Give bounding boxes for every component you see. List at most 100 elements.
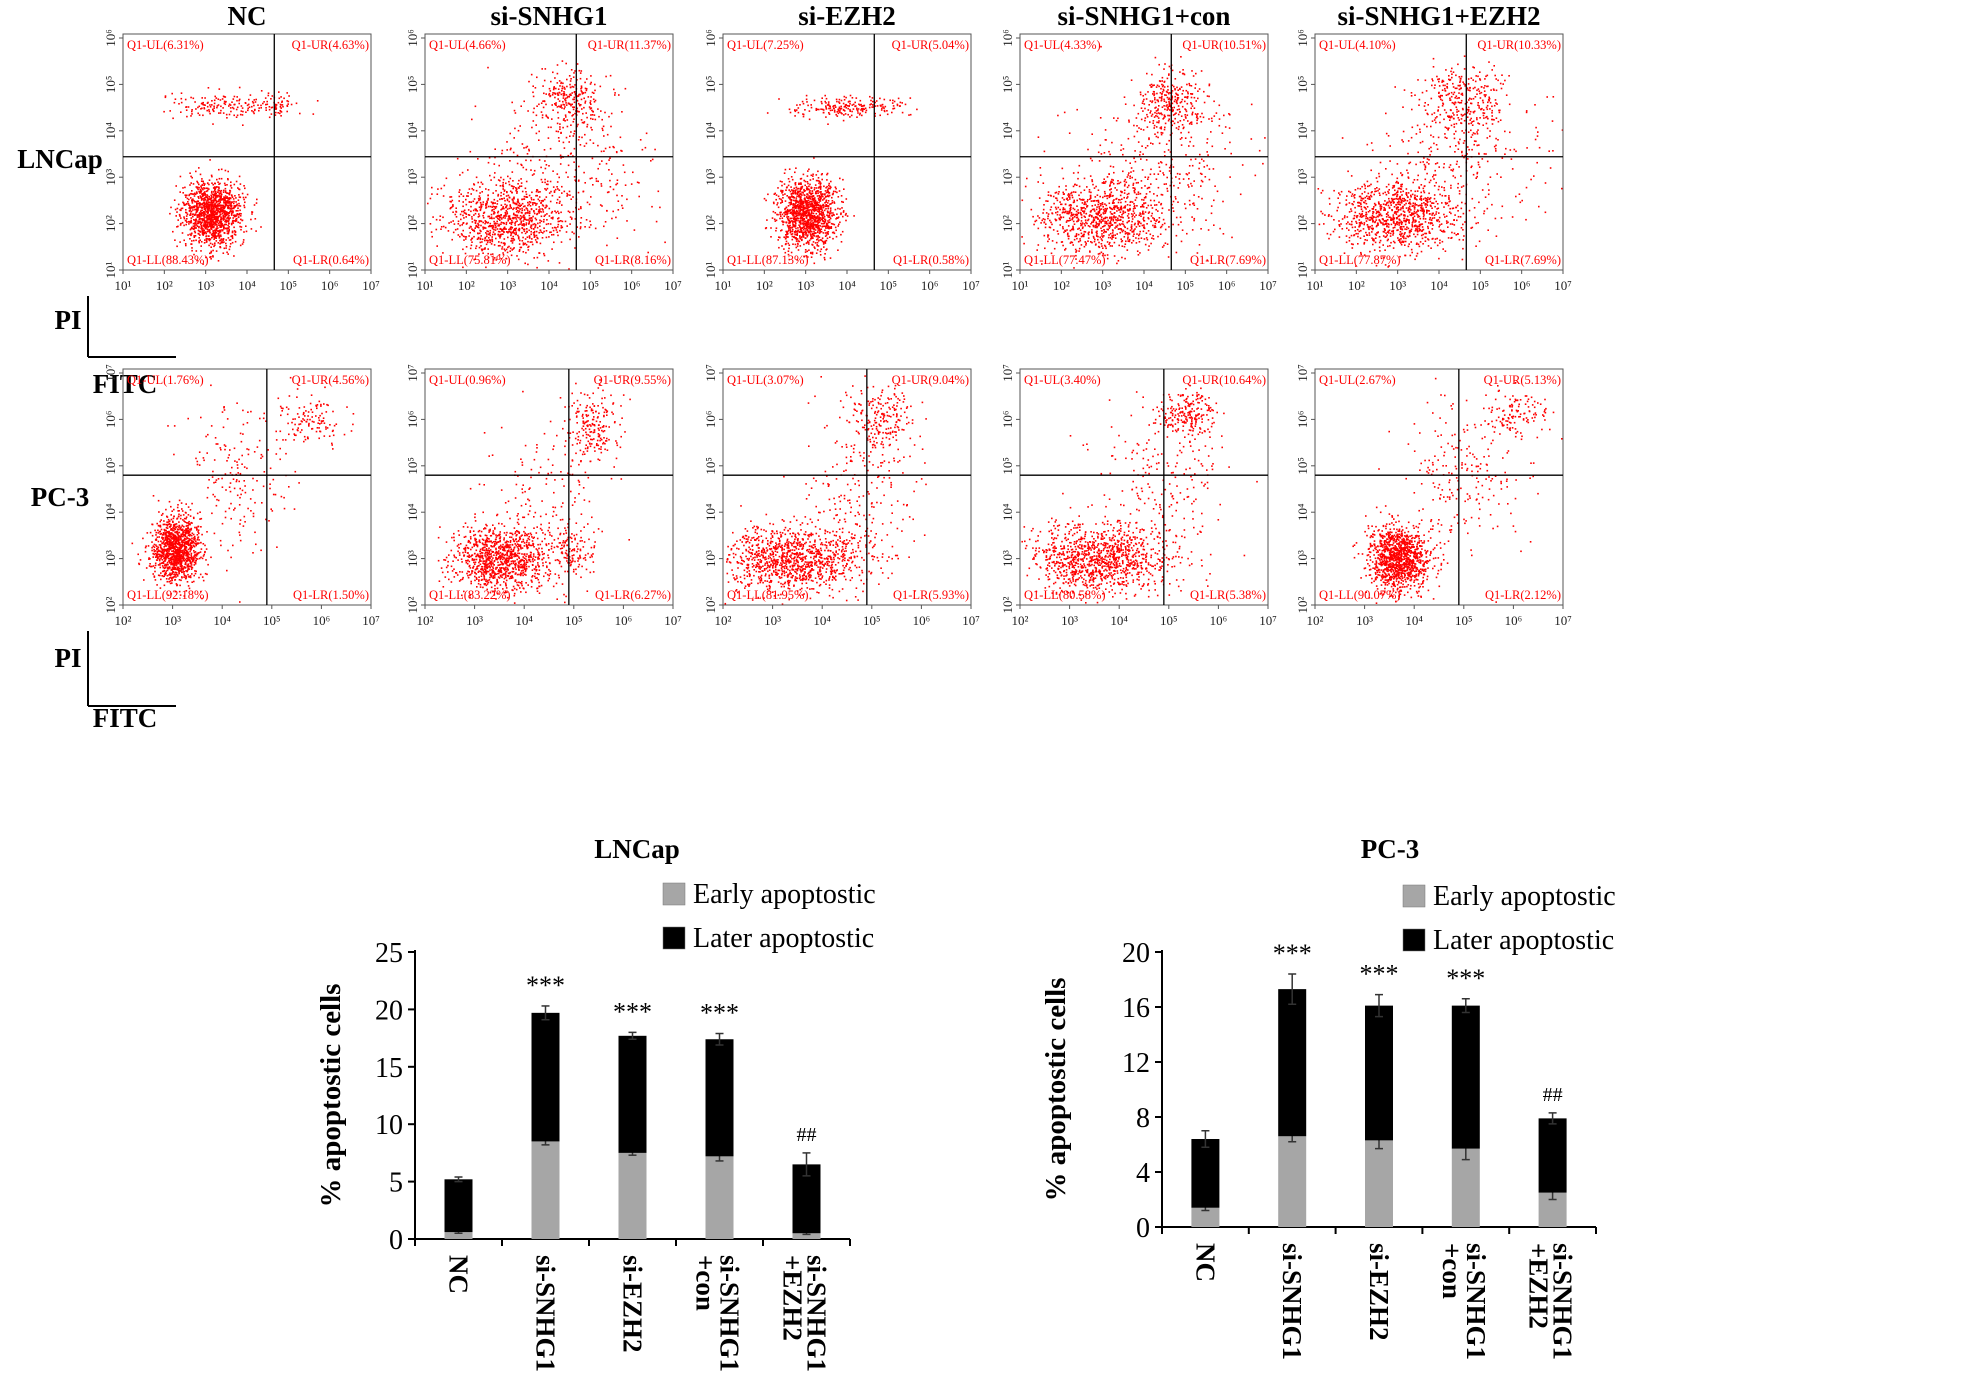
x-tick-label: 10³ <box>197 278 214 293</box>
quadrant-ur-label: Q1-UR(10.51%) <box>1182 38 1266 52</box>
x-tick-label: 10² <box>417 613 434 628</box>
flow-panel-1-2: Q1-UL(3.07%) Q1-UR(9.04%) Q1-LL(81.95%) Q1-… <box>703 364 980 628</box>
significance-marker: *** <box>526 971 565 1000</box>
plot-frame <box>1314 33 1564 271</box>
bar-early-2 <box>1365 1140 1393 1227</box>
flow-panel-0-3: si-SNHG1+con Q1-UL(4.33%) Q1-UR(10.51%) Q1-… <box>1000 1 1277 293</box>
category-label: si-SNHG1 <box>1277 1243 1307 1360</box>
scatter-points <box>1021 384 1258 604</box>
x-tick-label: 10⁴ <box>1135 278 1153 293</box>
x-tick-label: 10⁶ <box>1505 613 1523 628</box>
quadrant-ul-label: Q1-UL(7.25%) <box>727 38 804 52</box>
y-tick-label: 10¹ <box>405 261 420 278</box>
quadrant-ur-label: Q1-UR(5.13%) <box>1484 373 1561 387</box>
plot-frame <box>122 33 372 271</box>
flow-panel-0-4: si-SNHG1+EZH2 Q1-UL(4.10%) Q1-UR(10.33%) Q1… <box>1295 1 1572 293</box>
category-label: +con <box>1437 1243 1467 1299</box>
y-tick-label: 10⁵ <box>1295 457 1310 475</box>
x-tick-label: 10⁵ <box>1177 278 1195 293</box>
y-tick-label: 10³ <box>703 169 718 186</box>
plot-frame <box>1314 368 1564 606</box>
y-tick-label: 10⁴ <box>103 122 118 140</box>
y-tick-label: 10⁵ <box>703 76 718 94</box>
y-tick-label: 10⁷ <box>103 364 118 382</box>
quadrant-lr-label: Q1-LR(7.69%) <box>1190 253 1266 267</box>
y-tick-label: 10⁷ <box>1000 364 1015 382</box>
bar-chart-pc-3: PC-3 Early apoptostic Later apoptostic 0 4 8 1… <box>1040 834 1616 1360</box>
bar-chart-title: LNCap <box>594 834 680 864</box>
significance-marker: *** <box>1360 960 1399 989</box>
quadrant-ul-label: Q1-UL(4.66%) <box>429 38 506 52</box>
x-tick-label: 10⁶ <box>1218 278 1236 293</box>
x-tick-label: 10⁶ <box>623 278 641 293</box>
y-tick-label: 10² <box>1295 215 1310 232</box>
bar-early-0 <box>444 1232 473 1239</box>
category-label: NC <box>444 1255 474 1294</box>
plot-frame <box>1019 33 1269 271</box>
y-tick-label: 10⁴ <box>1000 122 1015 140</box>
x-tick-label: 10⁵ <box>582 278 600 293</box>
y-tick-label: 10⁴ <box>103 503 118 521</box>
quadrant-lr-label: Q1-LR(0.64%) <box>293 253 369 267</box>
category-label: si-SNHG1 <box>802 1255 832 1372</box>
quadrant-ur-label: Q1-UR(11.37%) <box>588 38 671 52</box>
y-tick-label: 15 <box>375 1053 403 1084</box>
row-label: LNCap <box>17 144 103 174</box>
y-tick-label: 0 <box>1136 1213 1150 1244</box>
y-tick-label: 10¹ <box>1000 261 1015 278</box>
bar-chart-lncap: LNCap Early apoptostic Later apoptostic 0 5 1… <box>315 834 876 1372</box>
y-tick-label: 10¹ <box>703 261 718 278</box>
quadrant-ul-label: Q1-UL(2.67%) <box>1319 373 1396 387</box>
plot-frame <box>424 368 674 606</box>
bar-early-1 <box>531 1141 560 1239</box>
y-tick-label: 25 <box>375 938 403 969</box>
x-tick-label: 10² <box>715 613 732 628</box>
x-tick-label: 10¹ <box>715 278 732 293</box>
x-axis-label-fitc: FITC <box>93 703 158 733</box>
y-tick-label: 10³ <box>103 169 118 186</box>
x-tick-label: 10² <box>156 278 173 293</box>
y-tick-label: 10⁶ <box>1295 29 1310 47</box>
y-tick-label: 10³ <box>1295 550 1310 567</box>
significance-marker: *** <box>700 999 739 1028</box>
quadrant-ll-label: Q1-LL(77.87%) <box>1319 253 1401 267</box>
column-title: si-SNHG1 <box>490 1 607 31</box>
x-tick-label: 10⁷ <box>1259 278 1277 293</box>
row-label: PC-3 <box>31 482 89 512</box>
x-tick-label: 10⁵ <box>280 278 298 293</box>
legend-label: Early apoptostic <box>1433 881 1616 912</box>
y-tick-label: 10² <box>1295 596 1310 613</box>
x-tick-label: 10⁴ <box>515 613 533 628</box>
y-tick-label: 10⁶ <box>703 411 718 429</box>
x-tick-label: 10⁵ <box>863 613 881 628</box>
y-tick-label: 10⁶ <box>103 29 118 47</box>
x-tick-label: 10⁵ <box>1160 613 1178 628</box>
y-tick-label: 20 <box>1122 938 1150 969</box>
x-tick-label: 10¹ <box>1012 278 1029 293</box>
quadrant-lr-label: Q1-LR(1.50%) <box>293 588 369 602</box>
quadrant-ul-label: Q1-UL(1.76%) <box>127 373 204 387</box>
bar-early-3 <box>705 1156 734 1239</box>
y-tick-label: 10⁶ <box>1000 29 1015 47</box>
x-tick-label: 10³ <box>1356 613 1373 628</box>
quadrant-ur-label: Q1-UR(9.04%) <box>892 373 969 387</box>
y-tick-label: 10³ <box>1000 169 1015 186</box>
y-tick-label: 10¹ <box>1295 261 1310 278</box>
y-tick-label: 10⁵ <box>1000 76 1015 94</box>
y-tick-label: 10⁵ <box>103 76 118 94</box>
bar-later-2 <box>618 1035 647 1153</box>
x-tick-label: 10³ <box>764 613 781 628</box>
y-axis-title: % apoptostic cells <box>1040 978 1072 1202</box>
plot-frame <box>722 33 972 271</box>
y-axis-label-pi: PI <box>55 643 82 673</box>
x-tick-label: 10³ <box>499 278 516 293</box>
y-tick-label: 10⁴ <box>703 122 718 140</box>
y-tick-label: 8 <box>1136 1103 1150 1134</box>
x-tick-label: 10⁶ <box>615 613 633 628</box>
x-tick-label: 10⁵ <box>880 278 898 293</box>
x-tick-label: 10³ <box>1094 278 1111 293</box>
column-title: si-SNHG1+EZH2 <box>1338 1 1541 31</box>
scatter-points <box>437 376 631 604</box>
y-tick-label: 10³ <box>405 550 420 567</box>
x-tick-label: 10⁴ <box>1110 613 1128 628</box>
